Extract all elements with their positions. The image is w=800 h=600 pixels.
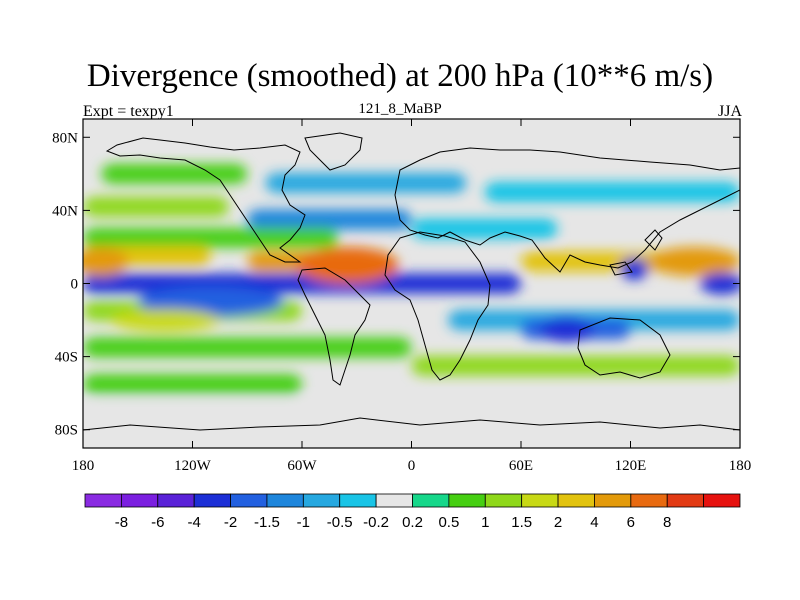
colorbar-label: -4 <box>187 514 200 531</box>
colorbar-swatch <box>448 493 486 508</box>
x-axis-ticks: 180 120W 60W 0 60E 120E 180 <box>72 119 752 474</box>
colorbar-label: -2 <box>224 514 237 531</box>
colorbar-swatch <box>703 493 741 508</box>
colorbar-swatch <box>630 493 668 508</box>
field-smoothed-group <box>83 119 740 422</box>
experiment-label: Expt = texpy1 <box>83 103 174 120</box>
field-band-17 <box>83 373 302 395</box>
colorbar-swatch <box>557 493 595 508</box>
y-tick-label: 40S <box>55 350 78 366</box>
colorbar-label: 2 <box>554 514 562 531</box>
colorbar-swatch <box>193 493 231 508</box>
field-band-15 <box>83 337 412 358</box>
field-blob-6 <box>699 272 740 295</box>
colorbar-label: 0.5 <box>438 514 459 531</box>
field-band-6 <box>411 218 558 239</box>
colorbar-label: 8 <box>663 514 671 531</box>
colorbar-swatch <box>84 493 122 508</box>
y-tick-label: 80N <box>52 130 78 146</box>
field-band-5 <box>247 209 412 230</box>
colorbar-swatch <box>302 493 341 508</box>
y-tick-label: 80S <box>55 423 78 439</box>
x-tick-label: 180 <box>72 458 95 474</box>
colorbar-swatch <box>412 493 450 508</box>
colorbar-swatch <box>120 493 159 508</box>
x-tick-label: 60W <box>287 458 317 474</box>
field-blob-1 <box>296 246 399 284</box>
field-band-7 <box>83 227 339 248</box>
y-tick-label: 0 <box>71 277 79 293</box>
field-band-3 <box>484 182 740 203</box>
field-band-2 <box>265 172 467 194</box>
field-band-0 <box>83 119 740 139</box>
colorbar-swatch <box>339 493 377 508</box>
colorbar-label: 1 <box>481 514 489 531</box>
field-blob-2 <box>648 246 740 277</box>
field-blob-3 <box>619 257 649 280</box>
colorbar-label: 0.2 <box>402 514 423 531</box>
colorbar-label: 4 <box>590 514 598 531</box>
x-tick-label: 180 <box>729 458 752 474</box>
colorbar-swatch <box>157 493 195 508</box>
x-tick-label: 0 <box>408 458 416 474</box>
colorbar: -8 -6 -4 -2 -1.5 -1 -0.5 -0.2 0.2 0.5 1 1.5 2 4 6 8 <box>84 493 741 531</box>
colorbar-swatch <box>230 493 268 508</box>
colorbar-label: 6 <box>627 514 635 531</box>
colorbar-label: -1 <box>297 514 310 531</box>
colorbar-swatch <box>266 493 304 508</box>
plot-area: 180 120W 60W 0 60E 120E 180 80N 40N 0 40S 80S <box>52 118 751 474</box>
field-blob-5 <box>539 316 594 342</box>
run-label: 121_8_MaBP <box>358 101 442 117</box>
y-axis-ticks: 80N 40N 0 40S 80S <box>52 130 740 439</box>
colorbar-label: -6 <box>151 514 164 531</box>
field-blob-7 <box>110 309 220 332</box>
colorbar-swatch <box>594 493 632 508</box>
divergence-field <box>83 119 740 422</box>
colorbar-swatch <box>666 493 705 508</box>
colorbar-label: -1.5 <box>254 514 280 531</box>
colorbar-swatch <box>521 493 559 508</box>
colorbar-swatch <box>484 493 523 508</box>
colorbar-label: -0.2 <box>363 514 389 531</box>
x-tick-label: 120W <box>174 458 212 474</box>
field-band-1 <box>101 163 248 184</box>
coastline-outline <box>83 132 740 431</box>
season-label: JJA <box>717 103 742 120</box>
field-band-4 <box>83 196 229 217</box>
field-blob-4 <box>137 287 284 317</box>
plot-title: Divergence (smoothed) at 200 hPa (10**6 … <box>86 58 714 94</box>
x-tick-label: 120E <box>615 458 647 474</box>
colorbar-label: 1.5 <box>511 514 532 531</box>
colorbar-swatch <box>375 493 413 508</box>
field-band-16 <box>411 355 740 376</box>
field-blob-0 <box>83 246 129 277</box>
y-tick-label: 40N <box>52 203 78 219</box>
field-band-11 <box>83 273 521 294</box>
field-band-18 <box>83 401 740 422</box>
x-tick-label: 60E <box>509 458 533 474</box>
colorbar-label: -0.5 <box>327 514 353 531</box>
colorbar-label: -8 <box>115 514 128 531</box>
